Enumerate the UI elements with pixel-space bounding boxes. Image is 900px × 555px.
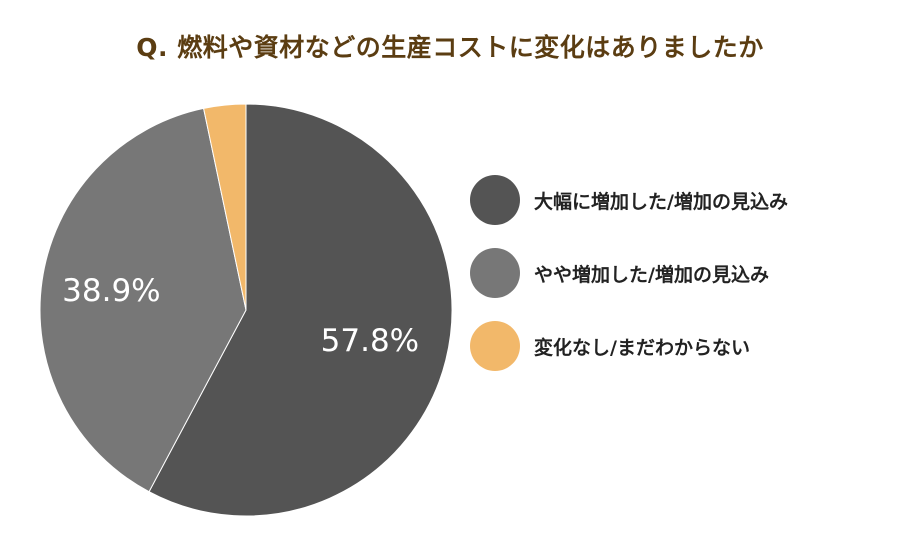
slice-value-label: 57.8%: [321, 323, 419, 359]
legend-swatch: [470, 321, 520, 371]
legend: 大幅に増加した/増加の見込み やや増加した/増加の見込み 変化なし/まだわからな…: [470, 175, 788, 394]
legend-item: やや増加した/増加の見込み: [470, 248, 788, 298]
chart-title: Q. 燃料や資材などの生産コストに変化はありましたか: [136, 33, 764, 62]
pie-slice: [148, 103, 453, 517]
legend-item: 変化なし/まだわからない: [470, 321, 788, 371]
legend-item: 大幅に増加した/増加の見込み: [470, 175, 788, 225]
legend-label: 大幅に増加した/増加の見込み: [534, 190, 788, 213]
legend-swatch: [470, 248, 520, 298]
slice-value-label: 38.9%: [62, 273, 160, 309]
legend-label: やや増加した/増加の見込み: [534, 263, 769, 286]
legend-label: 変化なし/まだわからない: [534, 336, 750, 359]
pie-slice: [39, 107, 247, 493]
pie-slice: [202, 103, 247, 311]
legend-swatch: [470, 175, 520, 225]
